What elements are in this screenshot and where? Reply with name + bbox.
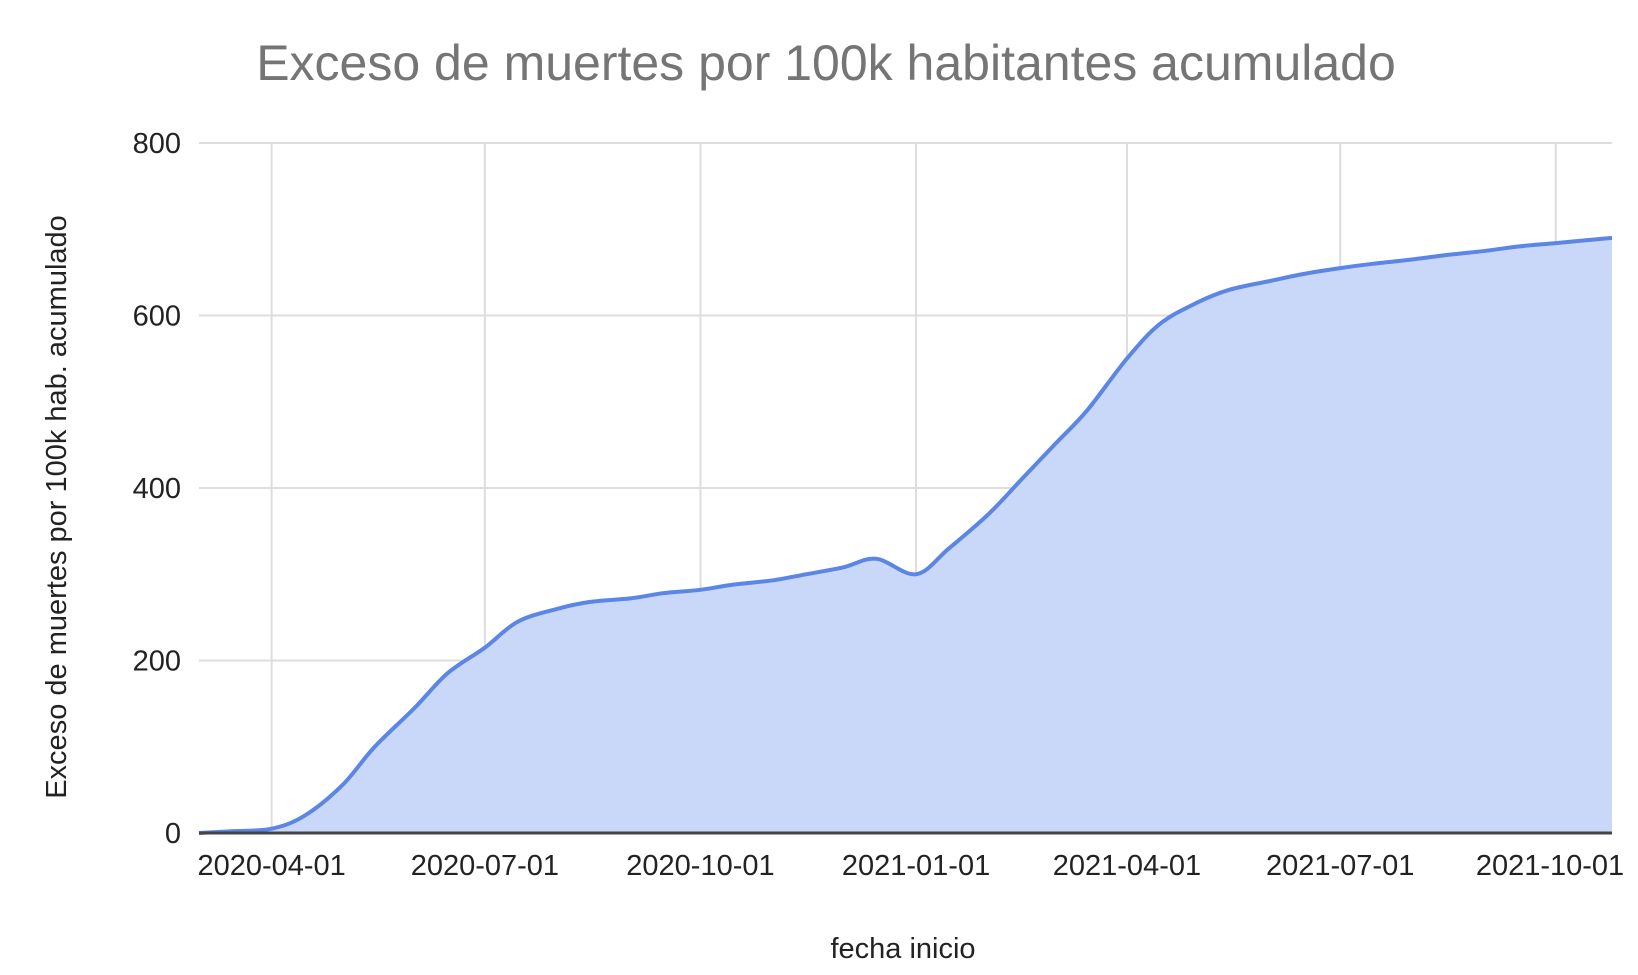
y-axis-label: Exceso de muertes por 100k hab. acumulad… <box>41 215 73 799</box>
x-axis-label: fecha inicio <box>830 933 975 965</box>
x-tick-label: 2020-07-01 <box>411 850 559 882</box>
x-tick-labels: 2020-04-01 2020-07-01 2020-10-01 2021-01-01… <box>197 850 1624 882</box>
series-line <box>198 235 1613 835</box>
x-tick-label: 2021-04-01 <box>1053 850 1201 882</box>
x-tick-label: 2021-07-01 <box>1266 850 1414 882</box>
y-tick-labels: 0 200 400 600 800 <box>133 128 181 850</box>
area-fill <box>199 237 1612 833</box>
chart-title: Exceso de muertes por 100k habitantes ac… <box>256 35 1396 91</box>
x-tick-label: 2021-01-01 <box>842 850 990 882</box>
y-tick-label: 200 <box>133 646 181 678</box>
y-tick-label: 800 <box>133 128 181 160</box>
x-tick-label: 2020-04-01 <box>197 850 345 882</box>
x-tick-label: 2021-10-01 <box>1476 850 1624 882</box>
x-tick-label: 2020-10-01 <box>626 850 774 882</box>
y-tick-label: 400 <box>133 473 181 505</box>
y-tick-label: 600 <box>133 301 181 333</box>
y-tick-label: 0 <box>165 818 181 850</box>
